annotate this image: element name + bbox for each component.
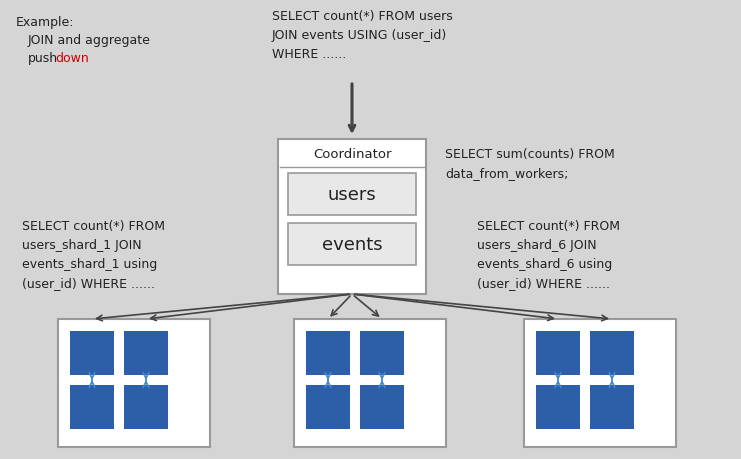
Bar [70,331,114,375]
Text: SELECT sum(counts) FROM
data_from_workers;: SELECT sum(counts) FROM data_from_worker… [445,148,615,179]
Bar [536,331,580,375]
Text: events: events [322,235,382,253]
Text: SELECT count(*) FROM
users_shard_6 JOIN
events_shard_6 using
(user_id) WHERE ...: SELECT count(*) FROM users_shard_6 JOIN … [477,219,620,289]
Bar [58,319,210,447]
Text: users: users [328,185,376,203]
Bar [288,224,416,265]
Bar [590,385,634,429]
Bar [360,385,404,429]
Bar [124,385,168,429]
Bar [124,331,168,375]
Bar [590,331,634,375]
Text: down: down [55,52,89,65]
Text: SELECT count(*) FROM users
JOIN events USING (user_id)
WHERE ......: SELECT count(*) FROM users JOIN events U… [272,10,453,61]
Text: JOIN and aggregate: JOIN and aggregate [28,34,151,47]
Bar [306,331,350,375]
Bar [278,140,426,294]
Bar [70,385,114,429]
Text: SELECT count(*) FROM
users_shard_1 JOIN
events_shard_1 using
(user_id) WHERE ...: SELECT count(*) FROM users_shard_1 JOIN … [22,219,165,289]
Text: push: push [28,52,58,65]
Bar [306,385,350,429]
Text: Example:: Example: [16,16,75,29]
Bar [360,331,404,375]
Bar [524,319,676,447]
Bar [294,319,446,447]
Text: Coordinator: Coordinator [313,148,391,161]
Bar [288,174,416,216]
Bar [536,385,580,429]
